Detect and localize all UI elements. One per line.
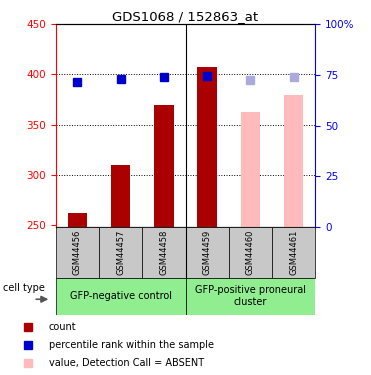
FancyBboxPatch shape [142,227,186,278]
Text: GSM44461: GSM44461 [289,230,298,275]
Text: GFP-negative control: GFP-negative control [70,291,171,301]
Bar [197,68,217,227]
Text: GSM44457: GSM44457 [116,230,125,275]
FancyBboxPatch shape [56,278,186,315]
FancyBboxPatch shape [229,227,272,278]
Title: GDS1068 / 152863_at: GDS1068 / 152863_at [112,10,259,23]
Text: GSM44456: GSM44456 [73,230,82,275]
Text: value, Detection Call = ABSENT: value, Detection Call = ABSENT [49,358,204,368]
FancyBboxPatch shape [272,227,315,278]
Bar [68,213,87,227]
Text: GFP-positive proneural
cluster: GFP-positive proneural cluster [195,285,306,307]
Text: GSM44458: GSM44458 [160,230,168,275]
FancyBboxPatch shape [186,278,315,315]
Text: GSM44459: GSM44459 [203,230,211,275]
FancyBboxPatch shape [186,227,229,278]
Bar [111,165,130,227]
Bar [154,105,174,227]
Text: GSM44460: GSM44460 [246,230,255,275]
FancyBboxPatch shape [99,227,142,278]
Text: cell type: cell type [3,283,45,293]
Bar [284,94,303,227]
FancyBboxPatch shape [56,227,99,278]
Text: count: count [49,322,76,333]
Bar [241,112,260,227]
Text: percentile rank within the sample: percentile rank within the sample [49,340,214,350]
